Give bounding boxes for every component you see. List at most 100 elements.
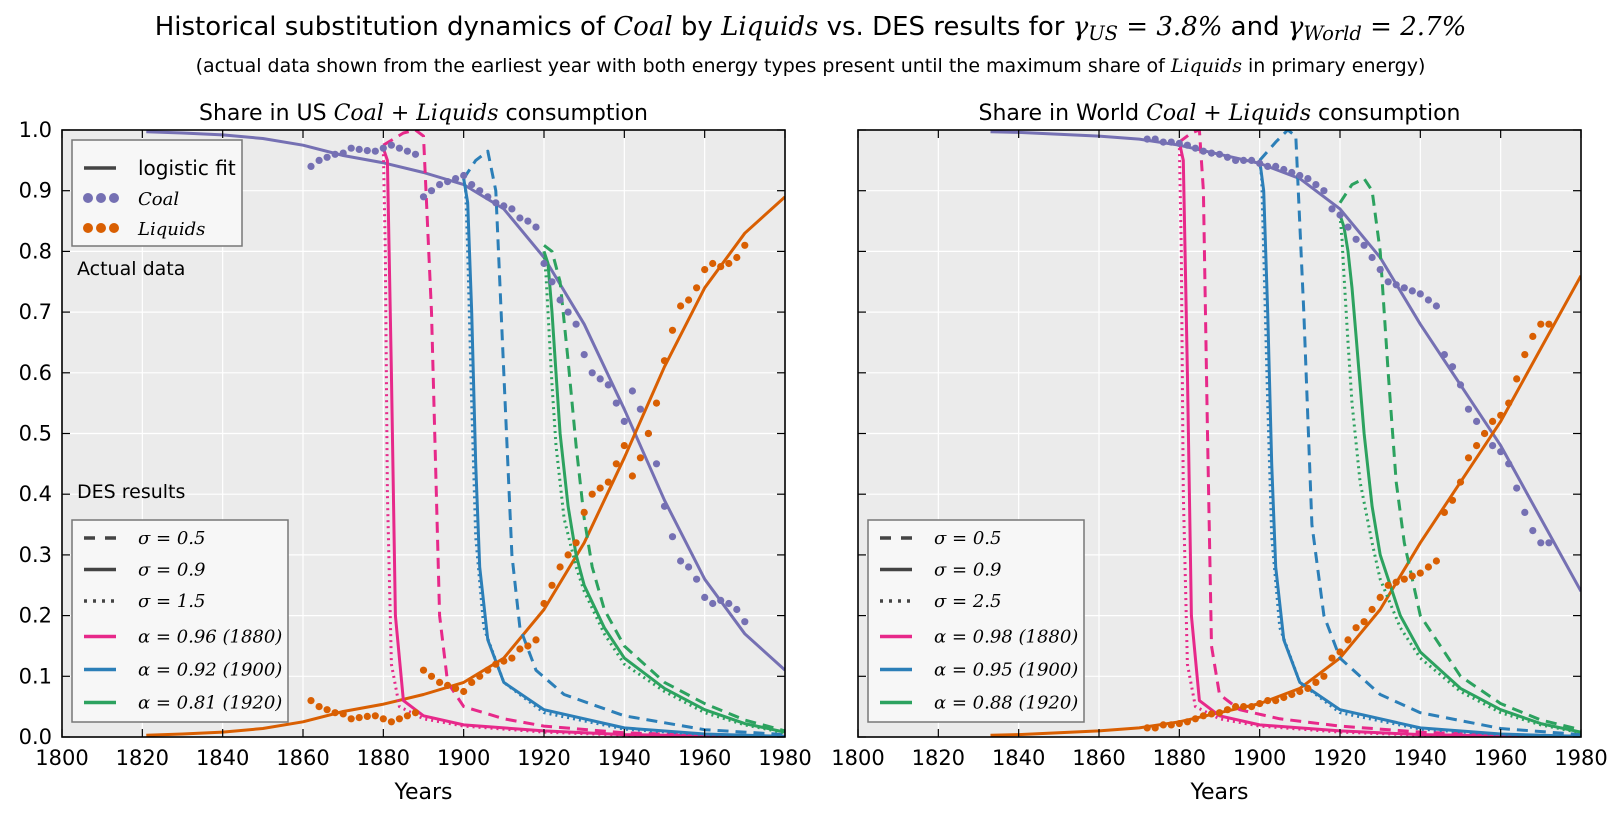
data-point-coal: [564, 308, 572, 316]
data-point-coal: [1464, 405, 1473, 413]
data-point-liquids: [1304, 684, 1312, 693]
des-curve-1920-dotted: [542, 251, 785, 735]
data-point-liquids: [1448, 496, 1457, 504]
panel-title-part: Share in World: [979, 101, 1147, 126]
data-point-coal: [1223, 153, 1232, 161]
x-tick-label: 1980: [1554, 746, 1607, 770]
legend-label: α = 0.92 (1900): [138, 660, 282, 681]
x-tick-label: 1980: [758, 746, 811, 770]
data-point-coal: [387, 141, 395, 149]
des-curve-1920-solid: [1338, 214, 1581, 734]
data-point-coal: [572, 320, 580, 328]
legend-marker-dot: [96, 193, 106, 203]
data-point-liquids: [1280, 693, 1288, 702]
legend-bottom: σ = 0.5 σ = 0.9 σ = 1.5 α = 0.96 (1880) α = …: [71, 519, 289, 723]
data-point-coal: [315, 156, 323, 164]
data-point-coal: [685, 563, 693, 571]
x-tick-label: 1840: [196, 746, 249, 770]
data-point-coal: [701, 593, 709, 602]
data-point-liquids: [1288, 690, 1296, 699]
data-point-coal: [1473, 417, 1481, 425]
data-point-coal: [1215, 150, 1224, 158]
des-curve-1920-solid: [542, 250, 785, 734]
data-point-liquids: [1537, 320, 1545, 328]
data-point-liquids: [500, 657, 508, 665]
legend-marker-dot: [109, 193, 119, 203]
data-point-liquids: [636, 454, 645, 462]
x-tick-label: 1880: [357, 746, 410, 770]
data-point-coal: [371, 147, 379, 155]
data-point-coal: [1456, 381, 1465, 389]
data-point-coal: [1352, 235, 1360, 243]
y-tick-label: 0.9: [19, 179, 52, 203]
data-point-coal: [1489, 442, 1497, 450]
data-point-liquids: [572, 539, 580, 547]
data-point-coal: [1529, 527, 1537, 535]
data-point-coal: [427, 187, 436, 195]
data-point-liquids: [331, 709, 339, 717]
data-point-liquids: [1175, 720, 1183, 728]
x-tick-label: 1900: [437, 746, 490, 770]
data-point-coal: [508, 205, 516, 213]
data-point-coal: [1240, 156, 1248, 164]
data-point-liquids: [1207, 710, 1216, 718]
data-point-liquids: [1264, 697, 1272, 705]
data-point-liquids: [1521, 351, 1529, 359]
y-tick-label: 0.7: [19, 300, 52, 324]
legend-top: logistic fit Coal Liquids: [71, 139, 243, 247]
data-point-coal: [484, 193, 492, 201]
data-point-coal: [1191, 144, 1199, 152]
y-tick-label: 1.0: [19, 118, 52, 142]
legend-label: α = 0.98 (1880): [934, 627, 1078, 648]
legend-marker-dot: [109, 223, 119, 233]
data-point-liquids: [1344, 636, 1352, 644]
x-axis-label: Years: [1189, 780, 1248, 805]
data-point-liquids: [1456, 478, 1465, 486]
panel-title-part: Coal + Liquids: [1146, 101, 1311, 126]
data-point-liquids: [427, 672, 436, 680]
data-point-coal: [1320, 187, 1328, 195]
data-point-coal: [1328, 205, 1336, 213]
data-point-liquids: [1320, 672, 1328, 680]
data-point-liquids: [596, 484, 604, 492]
data-point-liquids: [355, 714, 363, 722]
data-point-liquids: [1416, 569, 1424, 577]
data-point-liquids: [323, 706, 331, 714]
data-point-coal: [1384, 278, 1392, 286]
legend-box: [867, 519, 1085, 723]
data-point-coal: [1207, 149, 1216, 157]
data-point-coal: [612, 399, 620, 407]
data-point-liquids: [628, 472, 637, 480]
data-point-liquids: [484, 666, 492, 674]
data-point-coal: [1448, 363, 1457, 371]
data-point-coal: [1505, 460, 1513, 468]
data-point-coal: [660, 502, 669, 510]
data-point-coal: [1280, 165, 1288, 174]
legend-label: α = 0.95 (1900): [934, 660, 1078, 681]
data-point-liquids: [564, 551, 572, 559]
data-point-coal: [596, 375, 604, 383]
data-point-coal: [339, 149, 347, 157]
legend-label: Coal: [138, 189, 179, 210]
data-point-liquids: [1296, 687, 1304, 696]
figure-subtitle: (actual data shown from the earliest yea…: [195, 55, 1426, 77]
legend-box: [71, 519, 289, 723]
data-point-coal: [1264, 162, 1272, 170]
y-tick-label: 0.8: [19, 239, 52, 263]
data-point-liquids: [677, 302, 685, 310]
des-curve-1920-dotted: [1338, 214, 1581, 735]
x-tick-label: 1860: [276, 746, 329, 770]
data-point-liquids: [395, 715, 403, 723]
y-tick-label: 0.4: [19, 482, 52, 506]
x-tick-label: 1940: [1394, 746, 1447, 770]
data-point-liquids: [1159, 721, 1167, 729]
legend-label: α = 0.81 (1920): [138, 693, 282, 714]
data-point-coal: [1400, 284, 1408, 292]
panel-title: Share in US Coal + Liquids consumption: [199, 101, 648, 126]
data-point-coal: [516, 214, 524, 222]
data-point-coal: [1272, 162, 1280, 170]
legend-bottom: σ = 0.5 σ = 0.9 σ = 2.5 α = 0.98 (1880) α = …: [867, 519, 1085, 723]
data-point-coal: [1304, 175, 1312, 183]
data-point-liquids: [1167, 721, 1175, 729]
x-tick-label: 1900: [1233, 746, 1286, 770]
